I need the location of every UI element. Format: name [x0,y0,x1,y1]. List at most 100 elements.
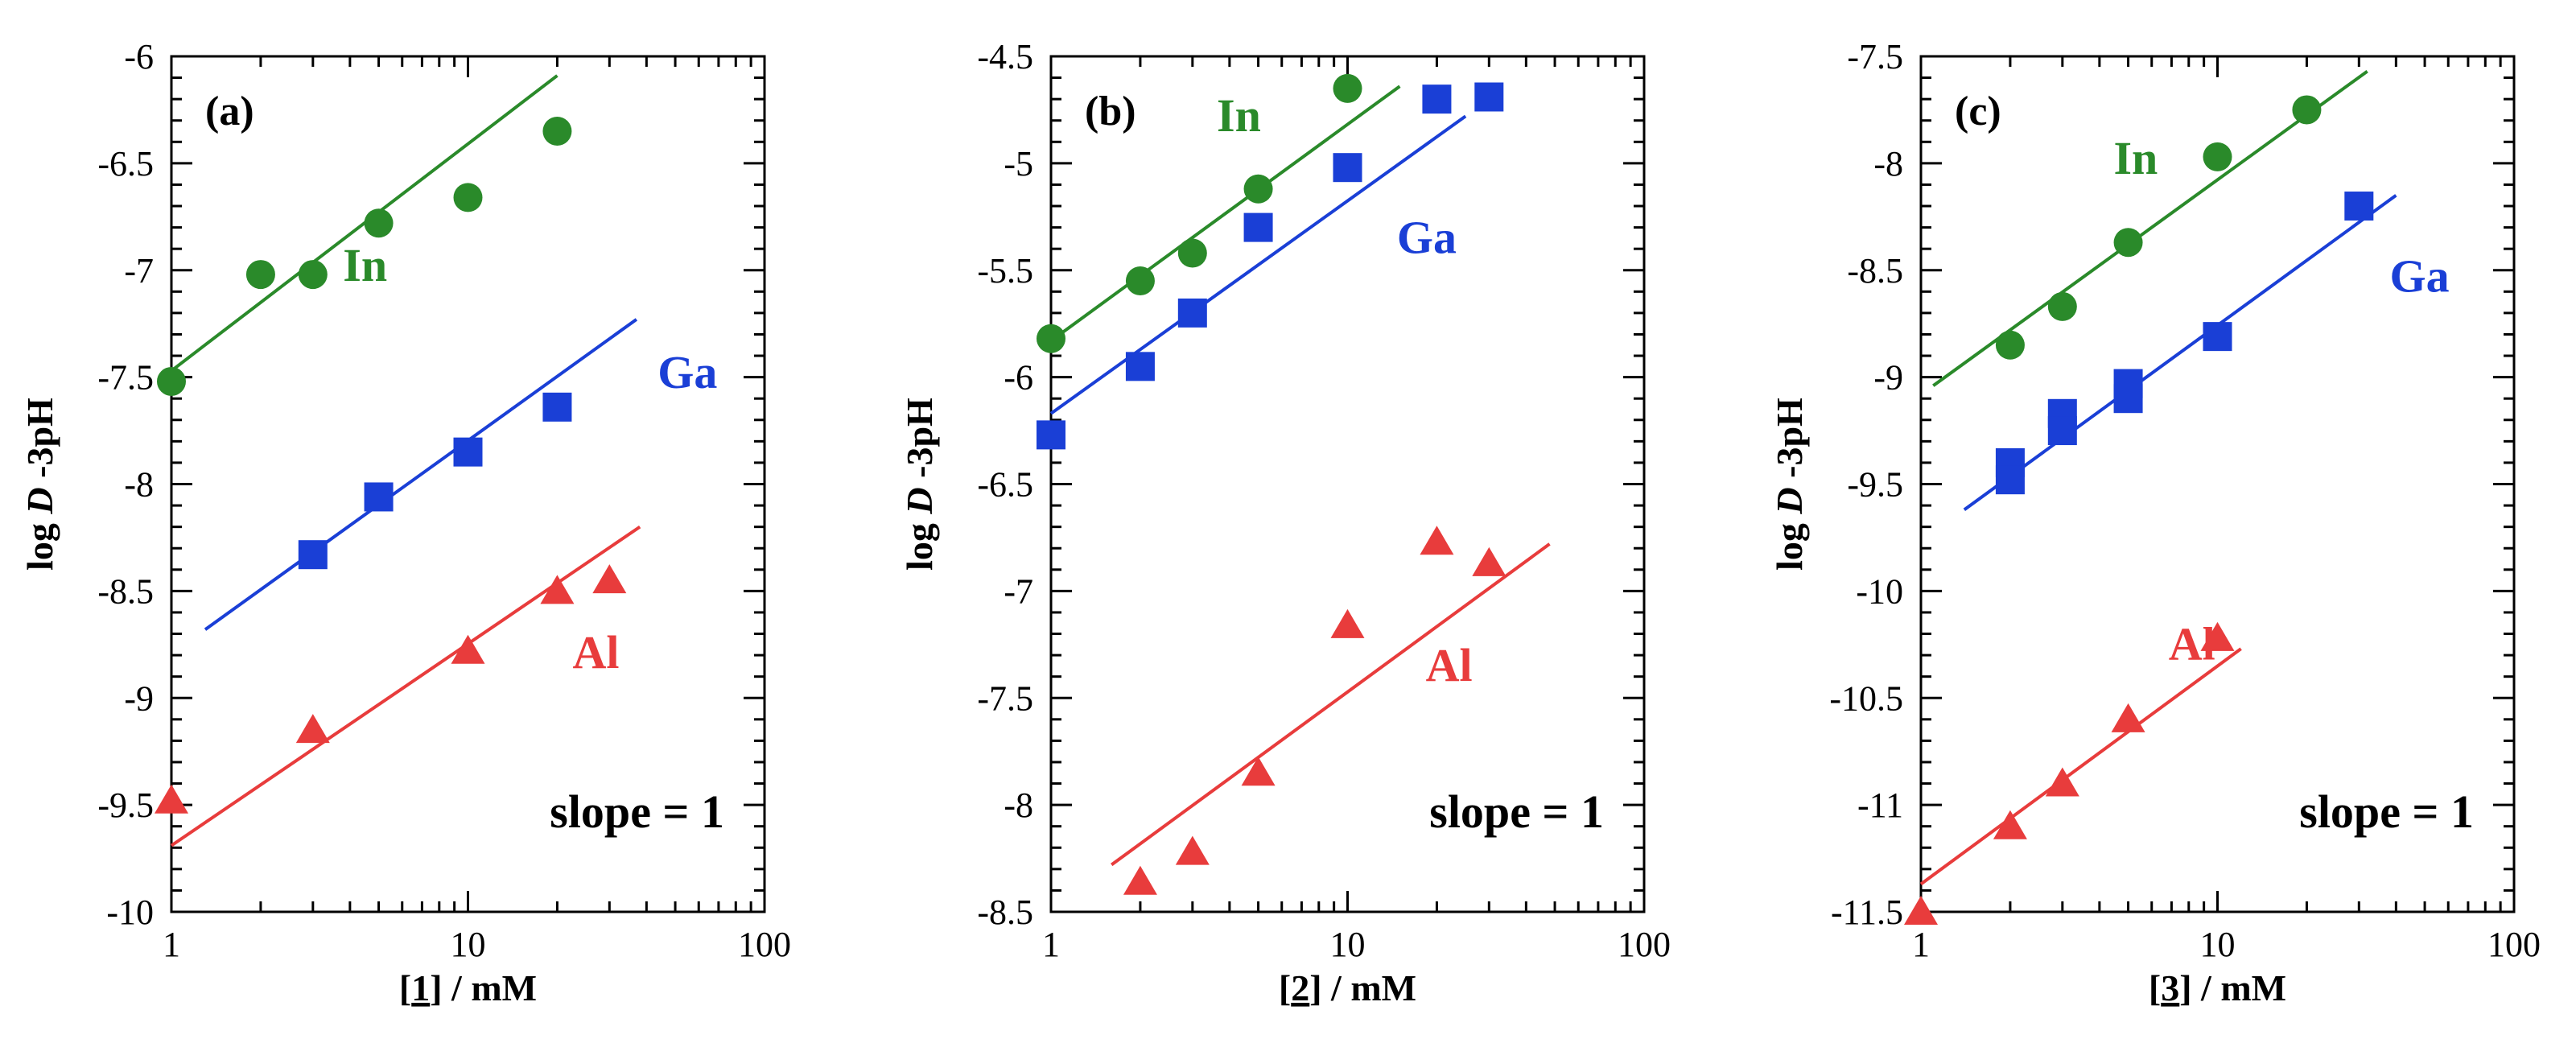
series-al: Al [1904,617,2242,925]
x-tick-label: 10 [451,925,486,964]
y-axis-ticks [171,55,765,913]
slope-annotation: slope = 1 [550,785,724,838]
x-tick-label: 1 [163,925,180,964]
series-al: Al [1111,526,1551,895]
panel-b: 1 10 100 -4.5 -5 -5.5 -6 -6.5 -7 -7.5 -8 -8.5 [2] / … [899,37,1671,1008]
y-axis-title-suffix: -3pH [19,398,60,487]
data-point-ga [1333,153,1362,183]
data-point-ga [1995,465,2025,495]
y-tick-label: -10 [106,893,154,932]
x-axis-title-prefix: [ [1279,967,1291,1008]
data-point-al [2200,621,2235,651]
y-tick-label: -9 [1873,358,1903,398]
series-ga: Ga [1963,192,2450,512]
x-axis-title: [1] / mM [399,967,537,1008]
y-axis-title-prefix: log [19,514,60,571]
series-label-al: Al [1426,639,1473,691]
y-tick-label: -6.5 [97,144,154,183]
y-axis-title-prefix: log [899,514,940,571]
data-point-al [1904,896,1938,925]
x-axis-title-suffix: ] / mM [430,967,537,1008]
series-label-al: Al [2169,617,2215,670]
data-point-in [2047,291,2077,321]
x-axis-title-prefix: [ [2149,967,2161,1008]
data-point-in [1037,324,1065,353]
series-in: In [157,74,572,396]
series-label-ga: Ga [1397,211,1457,263]
data-point-ga [2344,192,2374,221]
data-point-in [1125,266,1155,296]
y-tick-label: -7 [1004,571,1033,611]
fit-line-al [170,525,641,847]
data-point-in [1995,330,2025,360]
data-point-ga [1422,85,1452,114]
data-point-al [1472,546,1506,576]
data-point-ga [364,482,394,512]
data-point-ga [1474,82,1504,112]
x-axis-title-prefix: [ [399,967,411,1008]
x-tick-label: 100 [1618,925,1671,964]
data-point-in [2292,95,2322,125]
data-point-in [298,260,328,290]
y-axis-title: log D -3pH [19,398,60,571]
y-tick-label: -8.5 [97,571,154,611]
series-al: Al [155,525,641,847]
series-ga: Ga [204,318,717,631]
x-axis-title: [2] / mM [1279,967,1416,1008]
data-point-al [2045,767,2079,797]
y-tick-label: -8 [124,465,154,505]
y-tick-label: -8 [1873,144,1903,183]
series-label-al: Al [572,626,619,678]
series-label-in: In [343,239,387,291]
y-axis-ticks [1051,55,1644,913]
y-tick-label: -10 [1856,571,1903,611]
x-axis-ticks [170,56,766,912]
data-point-al [295,714,330,744]
x-axis-title-suffix: ] / mM [1309,967,1416,1008]
x-axis-ticks [1919,56,2516,912]
slope-annotation: slope = 1 [1429,785,1604,838]
data-point-ga [2047,416,2077,446]
data-point-al [451,634,485,664]
x-tick-label: 10 [1330,925,1366,964]
y-tick-label: -7 [124,251,154,291]
y-tick-label: -7.5 [97,358,154,398]
fit-line-in [1049,85,1401,343]
data-point-al [1420,526,1454,555]
panel-c: 1 10 100 -7.5 -8 -8.5 -9 -9.5 -10 -10.5 -11 -11.5 [3… [1769,37,2541,1008]
data-point-al [155,784,188,814]
y-tick-label: -7.5 [1847,37,1903,76]
x-axis-title-compound: 1 [411,967,430,1008]
series-in: In [1932,69,2368,387]
data-point-in [2113,228,2143,258]
series-label-in: In [1217,89,1261,142]
y-tick-label: -11.5 [1831,893,1903,932]
data-point-in [542,117,572,146]
x-axis-title-suffix: ] / mM [2179,967,2286,1008]
y-tick-label: -5 [1004,144,1033,183]
data-point-ga [1243,212,1273,242]
x-axis-ticks [1049,56,1646,912]
data-point-in [1333,73,1362,103]
y-axis-title-italic: D [899,487,940,514]
fit-line-al [1919,647,2242,886]
fit-line-al [1111,542,1551,867]
x-tick-label: 100 [738,925,791,964]
y-tick-label: -9.5 [1847,465,1903,505]
x-tick-label: 10 [2200,925,2236,964]
data-point-ga [542,392,572,422]
y-axis-title-italic: D [19,487,60,514]
x-tick-label: 1 [1912,925,1930,964]
series-label-ga: Ga [657,346,717,398]
data-point-ga [1037,420,1065,450]
y-axis-title-prefix: log [1769,514,1810,571]
y-tick-label: -10.5 [1829,678,1903,718]
data-point-in [157,366,186,396]
y-axis-title: log D -3pH [1769,398,1810,571]
data-point-ga [298,540,328,570]
x-tick-label: 1 [1042,925,1060,964]
y-axis-ticks [1921,55,2514,913]
data-point-in [1177,238,1207,268]
y-tick-label: -9 [124,678,154,718]
